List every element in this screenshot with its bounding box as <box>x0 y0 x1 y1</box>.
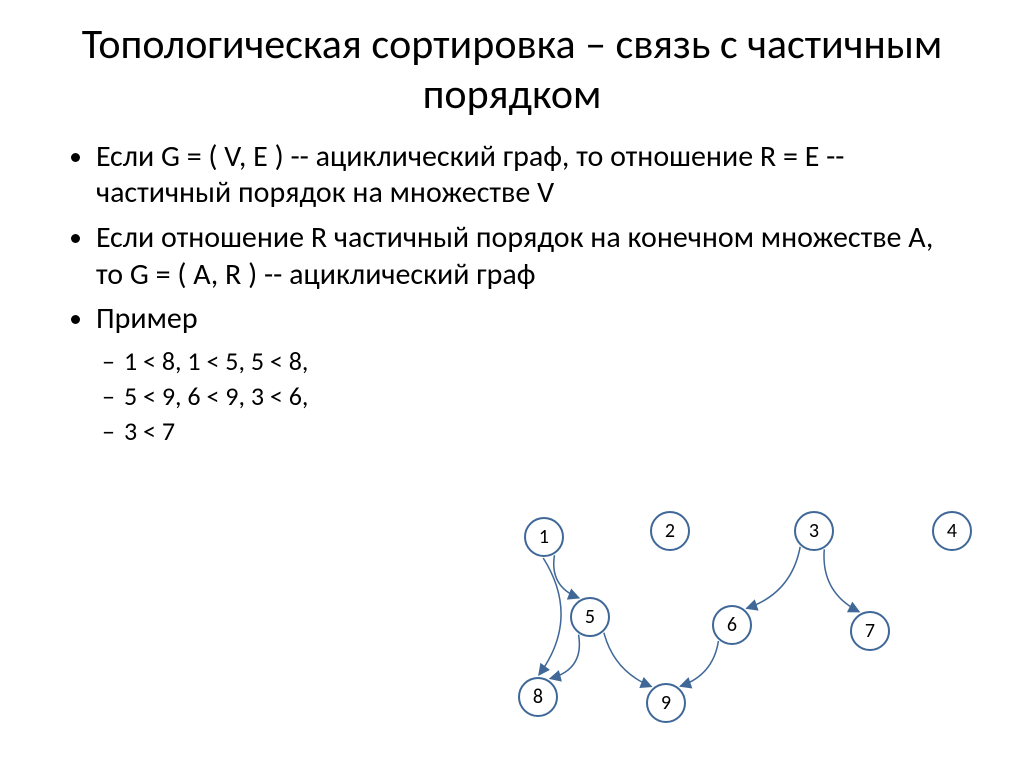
graph-node: 8 <box>518 677 558 717</box>
sub-bullet-list: 1 < 8, 1 < 5, 5 < 8, 5 < 9, 6 < 9, 3 < 6… <box>96 344 964 449</box>
graph-edge <box>824 549 859 611</box>
graph-node: 1 <box>524 517 564 557</box>
graph-edge <box>746 547 800 609</box>
bullet-item: Если отношение R частичный порядок на ко… <box>96 220 964 293</box>
bullet-item: Если G = ( V, E ) -- ациклический граф, … <box>96 139 964 212</box>
graph-node: 2 <box>650 511 690 551</box>
graph-edge <box>539 558 561 675</box>
slide: Топологическая сортировка – связь с част… <box>0 0 1024 767</box>
sub-bullet-item: 5 < 9, 6 < 9, 3 < 6, <box>124 379 964 414</box>
bullet-item-label: Пример <box>96 300 198 337</box>
graph-diagram: 1 2 3 4 5 6 7 8 9 <box>474 497 994 737</box>
slide-title: Топологическая сортировка – связь с част… <box>60 20 964 121</box>
graph-node: 6 <box>712 605 752 645</box>
graph-node: 5 <box>570 597 610 637</box>
sub-bullet-item: 1 < 8, 1 < 5, 5 < 8, <box>124 344 964 379</box>
bullet-item: Пример 1 < 8, 1 < 5, 5 < 8, 5 < 9, 6 < 9… <box>96 301 964 449</box>
graph-node: 7 <box>850 611 890 651</box>
graph-edge <box>680 641 718 686</box>
graph-node: 9 <box>646 683 686 723</box>
bullet-list: Если G = ( V, E ) -- ациклический граф, … <box>60 139 964 449</box>
graph-edge <box>550 635 579 679</box>
graph-node: 4 <box>932 511 972 551</box>
sub-bullet-item: 3 < 7 <box>124 414 964 449</box>
graph-edge <box>604 633 652 687</box>
graph-node: 3 <box>794 511 834 551</box>
